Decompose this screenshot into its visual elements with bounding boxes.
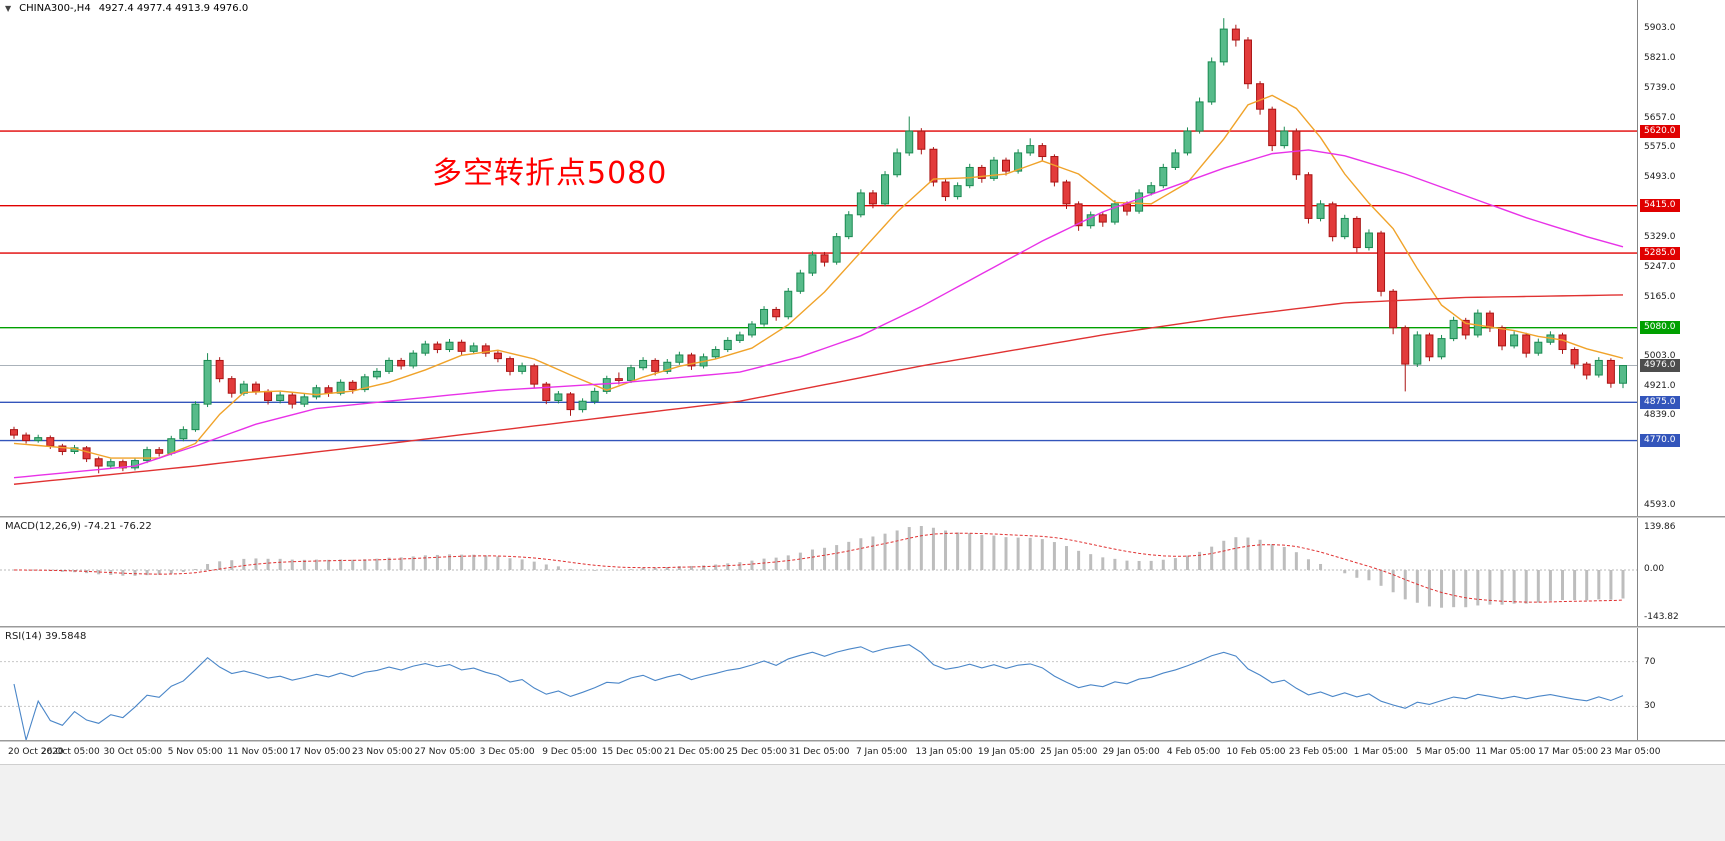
panel-splitter[interactable]	[0, 626, 1725, 628]
rsi-panel: 70 30 RSI(14) 39.5848	[0, 628, 1725, 740]
time-axis-label: 13 Jan 05:00	[915, 747, 973, 757]
price-chart-canvas[interactable]	[0, 0, 1637, 516]
ma-line-medium	[13, 149, 1624, 479]
symbol-dropdown-icon[interactable]: ▼	[5, 4, 12, 13]
macd-axis-label: -143.82	[1644, 612, 1679, 622]
macd-axis[interactable]: 139.86 0.00 -143.82	[1637, 518, 1725, 626]
time-axis-label: 3 Dec 05:00	[479, 747, 535, 757]
y-axis-tick: 5821.0	[1644, 52, 1676, 63]
y-axis-tick: 5247.0	[1644, 261, 1676, 272]
candle-series	[10, 18, 1627, 474]
y-axis-tick: 5493.0	[1644, 172, 1676, 183]
time-axis-label: 27 Nov 05:00	[414, 747, 476, 757]
y-axis-tick: 5575.0	[1644, 142, 1676, 153]
time-axis-label: 31 Dec 05:00	[788, 747, 850, 757]
price-level-badge: 4875.0	[1640, 395, 1680, 409]
time-axis-label: 10 Feb 05:00	[1226, 747, 1286, 757]
time-axis-label: 23 Feb 05:00	[1288, 747, 1348, 757]
macd-signal-line	[13, 532, 1624, 603]
ma-line-fast	[13, 94, 1624, 459]
y-axis-tick: 5903.0	[1644, 23, 1676, 33]
time-axis-label: 7 Jan 05:00	[855, 747, 908, 757]
panel-splitter[interactable]	[0, 740, 1725, 742]
ma-line-slow	[13, 294, 1624, 485]
time-axis-label: 21 Dec 05:00	[664, 747, 725, 757]
rsi-axis[interactable]: 70 30	[1637, 628, 1725, 740]
time-axis-label: 4 Feb 05:00	[1166, 747, 1221, 757]
price-level-badge: 4770.0	[1640, 434, 1680, 448]
main-chart-panel: 5903.0 5821.0 5739.0 5657.0 5575.0 5493.0 5329…	[0, 0, 1725, 516]
time-axis-label: 11 Mar 05:00	[1475, 747, 1536, 757]
time-axis-label: 9 Dec 05:00	[542, 747, 597, 757]
time-axis-label: 1 Mar 05:00	[1353, 747, 1408, 757]
chart-ohlc-values: 4927.4 4977.4 4913.9 4976.0	[98, 3, 249, 14]
price-level-badge: 5415.0	[1640, 199, 1680, 213]
macd-axis-label: 0.00	[1644, 564, 1665, 574]
time-axis-label: 29 Jan 05:00	[1102, 747, 1160, 757]
y-axis-tick: 5329.0	[1644, 232, 1676, 242]
rsi-indicator-label: RSI(14) 39.5848	[5, 631, 87, 642]
price-level-badge: 5620.0	[1640, 124, 1680, 138]
price-level-badge: 5285.0	[1640, 246, 1680, 260]
level-lines	[0, 130, 1637, 442]
y-axis-tick: 5165.0	[1644, 291, 1676, 302]
macd-canvas[interactable]	[0, 518, 1637, 626]
time-axis-label: 25 Jan 05:00	[1040, 747, 1098, 757]
y-axis-tick: 4839.0	[1644, 410, 1676, 421]
panel-splitter[interactable]	[0, 516, 1725, 518]
y-axis-tick: 4921.0	[1644, 380, 1676, 391]
chart-annotation: 多空转折点5080	[432, 156, 668, 191]
macd-indicator-label: MACD(12,26,9) -74.21 -76.22	[5, 521, 152, 532]
time-axis[interactable]: 20 Oct 2020 26 Oct 05:00 30 Oct 05:00 5 Nov…	[0, 742, 1725, 764]
time-axis-label: 15 Dec 05:00	[601, 747, 663, 757]
time-axis-label: 5 Nov 05:00	[167, 747, 223, 757]
time-axis-label: 17 Mar 05:00	[1537, 747, 1599, 757]
macd-panel: 139.86 0.00 -143.82 MACD(12,26,9) -74.21 -…	[0, 518, 1725, 626]
time-axis-label: 26 Oct 05:00	[41, 747, 100, 757]
rsi-axis-label: 30	[1644, 701, 1656, 712]
y-axis-tick: 5739.0	[1644, 82, 1676, 93]
time-axis-label: 11 Nov 05:00	[227, 747, 288, 757]
time-axis-label: 23 Mar 05:00	[1600, 747, 1661, 757]
time-axis-label: 25 Dec 05:00	[726, 747, 788, 757]
price-level-badge: 4976.0	[1640, 359, 1680, 373]
rsi-canvas[interactable]	[0, 628, 1637, 740]
time-axis-label: 19 Jan 05:00	[977, 747, 1035, 757]
chart-symbol-timeframe: CHINA300-,H4	[19, 3, 91, 14]
time-axis-label: 20 Oct 2020	[8, 747, 64, 757]
price-axis[interactable]: 5903.0 5821.0 5739.0 5657.0 5575.0 5493.0 5329…	[1637, 0, 1725, 516]
time-axis-label: 5 Mar 05:00	[1416, 747, 1471, 757]
window-background	[0, 764, 1725, 841]
macd-axis-label: 139.86	[1644, 522, 1676, 532]
time-axis-label: 30 Oct 05:00	[103, 747, 163, 757]
y-axis-tick: 4593.0	[1644, 500, 1676, 510]
price-level-badge: 5080.0	[1640, 321, 1680, 335]
rsi-line	[13, 644, 1624, 740]
y-axis-tick: 5003.0	[1644, 350, 1676, 361]
chart-header: ▼ CHINA300-,H4 4927.4 4977.4 4913.9 4976…	[5, 3, 248, 14]
time-axis-label: 17 Nov 05:00	[289, 747, 351, 757]
macd-histogram	[24, 526, 1625, 608]
rsi-axis-label: 70	[1644, 656, 1656, 667]
y-axis-tick: 5657.0	[1644, 112, 1676, 123]
time-axis-label: 23 Nov 05:00	[352, 747, 413, 757]
